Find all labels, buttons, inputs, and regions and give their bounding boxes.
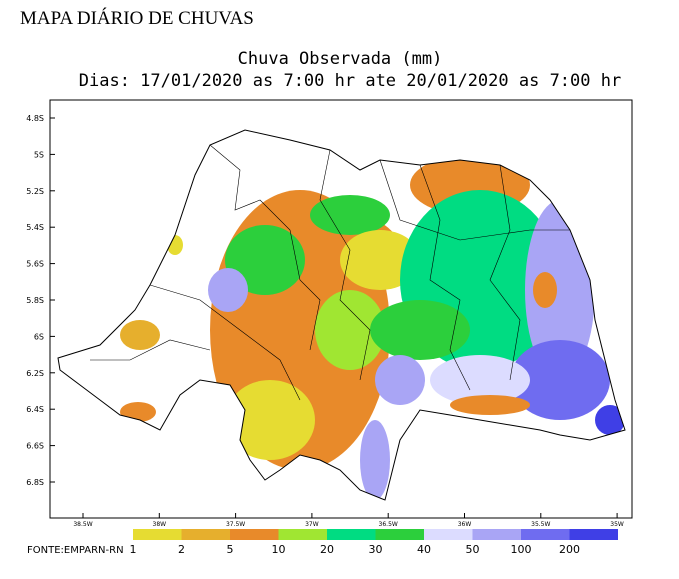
header: MAPA DIÁRIO DE CHUVAS xyxy=(20,8,254,29)
lat-label: 5.8S xyxy=(26,296,44,305)
legend-label: 10 xyxy=(272,543,286,556)
lon-label: 36.5W xyxy=(379,521,398,528)
title: Chuva Observada (mm) xyxy=(238,49,443,69)
lat-label: 6.4S xyxy=(26,405,44,414)
lat-label: 5.6S xyxy=(26,260,44,269)
legend-swatch xyxy=(181,529,230,540)
legend-label: 20 xyxy=(320,543,334,556)
lon-label: 38.5W xyxy=(73,521,92,528)
legend-label: 2 xyxy=(178,543,185,556)
lat-label: 5.2S xyxy=(26,187,44,196)
legend-swatch xyxy=(569,529,618,540)
legend-label: 50 xyxy=(466,543,480,556)
state-outline xyxy=(57,129,626,501)
rain-field xyxy=(58,130,625,500)
lon-label: 38W xyxy=(153,521,167,528)
lat-label: 5S xyxy=(34,150,44,159)
legend-swatch xyxy=(472,529,521,540)
legend-label: 30 xyxy=(369,543,383,556)
legend-label: 40 xyxy=(417,543,431,556)
legend-swatch xyxy=(278,529,327,540)
legend-swatch xyxy=(133,529,182,540)
source: FONTE:EMPARN-RN xyxy=(27,545,124,556)
legend-label: 200 xyxy=(559,543,580,556)
legend-swatch xyxy=(424,529,473,540)
lat-label: 6.2S xyxy=(26,369,44,378)
legend-label: 5 xyxy=(227,543,234,556)
legend-label: 100 xyxy=(511,543,532,556)
lon-label: 35.5W xyxy=(531,521,550,528)
legend-swatch xyxy=(375,529,424,540)
lat-label: 6.6S xyxy=(26,442,44,451)
legend-swatch xyxy=(230,529,279,540)
lat-label: 6S xyxy=(34,332,44,341)
lat-label: 4.8S xyxy=(26,114,44,123)
lat-label: 6.8S xyxy=(26,478,44,487)
lat-label: 5.4S xyxy=(26,223,44,232)
lon-label: 37W xyxy=(305,521,319,528)
lon-label: 35W xyxy=(610,521,624,528)
municipal-borders xyxy=(90,144,570,401)
subtitle: Dias: 17/01/2020 as 7:00 hr ate 20/01/20… xyxy=(79,71,621,91)
legend-label: 1 xyxy=(130,543,137,556)
legend-swatch xyxy=(521,529,570,540)
legend-swatch xyxy=(327,529,376,540)
map-frame xyxy=(49,99,633,519)
lon-label: 37.5W xyxy=(226,521,245,528)
lon-label: 36W xyxy=(458,521,472,528)
